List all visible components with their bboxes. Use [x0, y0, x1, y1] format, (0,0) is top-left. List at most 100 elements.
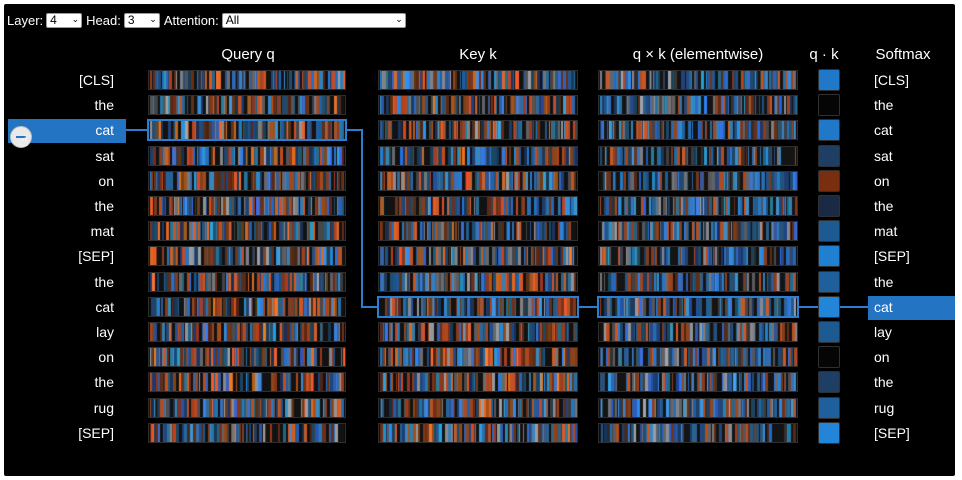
product-vector[interactable] [598, 196, 798, 216]
query-vector[interactable] [148, 398, 346, 418]
attention-select[interactable]: All ⌄ [221, 12, 406, 28]
query-vector[interactable] [148, 272, 346, 292]
product-vector[interactable] [598, 372, 798, 392]
query-vector[interactable] [148, 171, 346, 191]
dot-product-cell [818, 170, 840, 192]
query-vector[interactable] [148, 372, 346, 392]
product-vector[interactable] [598, 171, 798, 191]
softmax-token-label[interactable]: sat [874, 148, 893, 164]
layer-label: Layer: [7, 12, 44, 28]
softmax-token-label[interactable]: the [874, 374, 894, 390]
key-vector[interactable] [378, 246, 578, 266]
attention-select-value: All [225, 13, 240, 27]
key-vector[interactable] [378, 120, 578, 140]
query-token-label[interactable]: rug [93, 400, 114, 416]
softmax-token-label[interactable]: [SEP] [874, 248, 910, 264]
query-token-label[interactable]: the [94, 374, 114, 390]
query-token-label[interactable]: cat [95, 299, 114, 315]
head-label: Head: [86, 12, 121, 28]
product-vector[interactable] [598, 272, 798, 292]
query-token-label[interactable]: sat [95, 148, 114, 164]
softmax-token-label[interactable]: rug [874, 400, 895, 416]
key-vector[interactable] [378, 297, 578, 317]
query-token-label[interactable]: the [94, 274, 114, 290]
key-vector[interactable] [378, 398, 578, 418]
product-vector[interactable] [598, 221, 798, 241]
product-header: q × k (elementwise) [632, 46, 764, 63]
key-vector[interactable] [378, 272, 578, 292]
key-vector[interactable] [378, 70, 578, 90]
key-vector[interactable] [378, 95, 578, 115]
product-vector[interactable] [598, 347, 798, 367]
product-vector[interactable] [598, 246, 798, 266]
softmax-token-label[interactable]: cat [874, 299, 893, 315]
head-select-value: 3 [127, 13, 135, 27]
dot-product-cell [818, 271, 840, 293]
key-vector[interactable] [378, 221, 578, 241]
query-token-label[interactable]: the [94, 198, 114, 214]
softmax-token-label[interactable]: cat [874, 122, 893, 138]
softmax-token-label[interactable]: mat [874, 223, 898, 239]
softmax-token-label[interactable]: on [874, 173, 890, 189]
query-vector[interactable] [148, 221, 346, 241]
softmax-token-label[interactable]: on [874, 349, 890, 365]
dot-product-cell [818, 296, 840, 318]
key-vector[interactable] [378, 171, 578, 191]
key-vector[interactable] [378, 372, 578, 392]
key-vector[interactable] [378, 146, 578, 166]
softmax-token-label[interactable]: [SEP] [874, 425, 910, 441]
product-vector[interactable] [598, 120, 798, 140]
product-vector[interactable] [598, 70, 798, 90]
query-vector[interactable] [148, 246, 346, 266]
dot-product-header: q · k [809, 46, 839, 63]
softmax-token-label[interactable]: [CLS] [874, 72, 910, 88]
dot-product-cell [818, 145, 840, 167]
dot-product-cell [818, 119, 840, 141]
dot-product-cell [818, 220, 840, 242]
key-vector[interactable] [378, 322, 578, 342]
query-token-label[interactable]: lay [96, 324, 114, 340]
softmax-token-label[interactable]: the [874, 97, 894, 113]
query-token-label[interactable]: cat [95, 122, 114, 138]
key-vector[interactable] [378, 196, 578, 216]
hand-pointer-icon: ☝ [19, 131, 29, 150]
dot-product-cell [818, 69, 840, 91]
query-vector[interactable] [148, 70, 346, 90]
dot-product-cell [818, 245, 840, 267]
query-token-label[interactable]: mat [90, 223, 114, 239]
attention-visualization: Layer: 4 ⌄ Head: 3 ⌄ Attention: All ⌄ Query… [4, 4, 955, 476]
query-vector[interactable] [148, 196, 346, 216]
query-token-label[interactable]: the [94, 97, 114, 113]
chevron-down-icon: ⌄ [149, 15, 157, 25]
minus-circle-icon[interactable] [10, 126, 32, 148]
product-vector[interactable] [598, 297, 798, 317]
chevron-down-icon: ⌄ [71, 15, 80, 25]
product-vector[interactable] [598, 322, 798, 342]
softmax-token-label[interactable]: the [874, 274, 894, 290]
attention-label: Attention: [163, 12, 219, 28]
softmax-token-label[interactable]: the [874, 198, 894, 214]
layer-select[interactable]: 4 ⌄ [46, 12, 83, 28]
dot-product-cell [818, 346, 840, 368]
query-vector[interactable] [148, 347, 346, 367]
query-vector[interactable] [148, 322, 346, 342]
query-token-label[interactable]: on [98, 349, 114, 365]
product-vector[interactable] [598, 423, 798, 443]
softmax-token-label[interactable]: lay [874, 324, 892, 340]
query-vector[interactable] [148, 297, 346, 317]
query-token-label[interactable]: [CLS] [78, 72, 114, 88]
product-vector[interactable] [598, 146, 798, 166]
query-vector[interactable] [148, 146, 346, 166]
product-vector[interactable] [598, 95, 798, 115]
query-token-label[interactable]: on [98, 173, 114, 189]
query-vector[interactable] [148, 120, 346, 140]
query-token-label[interactable]: [SEP] [78, 425, 114, 441]
product-vector[interactable] [598, 398, 798, 418]
query-vector[interactable] [148, 95, 346, 115]
query-header: Query q [221, 46, 275, 63]
query-vector[interactable] [148, 423, 346, 443]
key-vector[interactable] [378, 423, 578, 443]
query-token-label[interactable]: [SEP] [78, 248, 114, 264]
head-select[interactable]: 3 ⌄ [123, 12, 160, 28]
key-vector[interactable] [378, 347, 578, 367]
